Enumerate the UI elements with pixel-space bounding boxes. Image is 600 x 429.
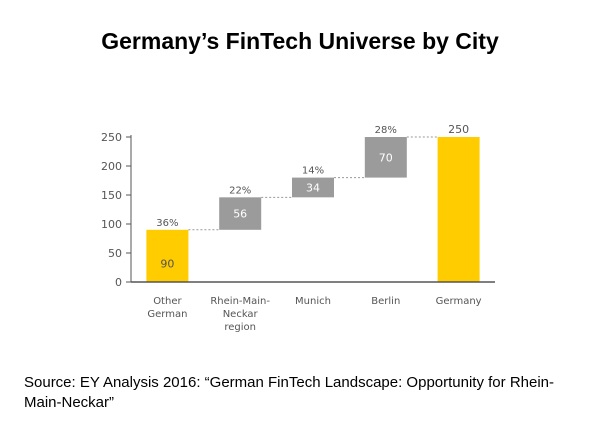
x-category-label: Germany	[436, 296, 482, 307]
bar-value-label: 34	[306, 181, 320, 194]
x-category-label: German	[147, 309, 187, 320]
bar-percent-label: 22%	[229, 185, 251, 196]
x-category-label: region	[224, 322, 256, 333]
y-tick-label: 150	[101, 189, 122, 202]
bar	[437, 137, 480, 282]
bar-value-label: 56	[233, 208, 247, 221]
bar-percent-label: 14%	[302, 166, 324, 177]
bar	[219, 197, 262, 230]
bar-percent-label: 28%	[375, 125, 397, 136]
bars-group: 90 36% 56 22% 34 14% 70 28% 250	[146, 123, 480, 282]
y-tick-label: 50	[108, 247, 122, 260]
x-category-label: Neckar	[223, 309, 259, 320]
bar	[146, 229, 189, 282]
bar-value-label: 70	[379, 151, 393, 164]
bar-value-label: 90	[160, 258, 174, 271]
x-axis-categories: Other German Rhein-Main- Neckar region Munich…	[147, 296, 481, 333]
x-category-label: Rhein-Main-	[210, 296, 270, 307]
connector-lines	[188, 136, 438, 231]
y-tick-label: 0	[115, 276, 122, 289]
y-axis-ticks: 0 50 100 150 200 250	[101, 131, 131, 289]
x-category-label: Munich	[295, 296, 331, 307]
bar	[364, 137, 407, 178]
y-tick-label: 100	[101, 218, 122, 231]
y-tick-label: 250	[101, 131, 122, 144]
bar	[292, 177, 334, 198]
x-category-label: Other	[153, 296, 182, 307]
y-tick-label: 200	[101, 160, 122, 173]
bar-percent-label: 36%	[156, 218, 178, 229]
chart-title: Germany’s FinTech Universe by City	[101, 28, 499, 54]
x-category-label: Berlin	[371, 296, 400, 307]
source-note: Source: EY Analysis 2016: “German FinTec…	[24, 374, 555, 411]
bar-value-label: 250	[448, 123, 469, 136]
